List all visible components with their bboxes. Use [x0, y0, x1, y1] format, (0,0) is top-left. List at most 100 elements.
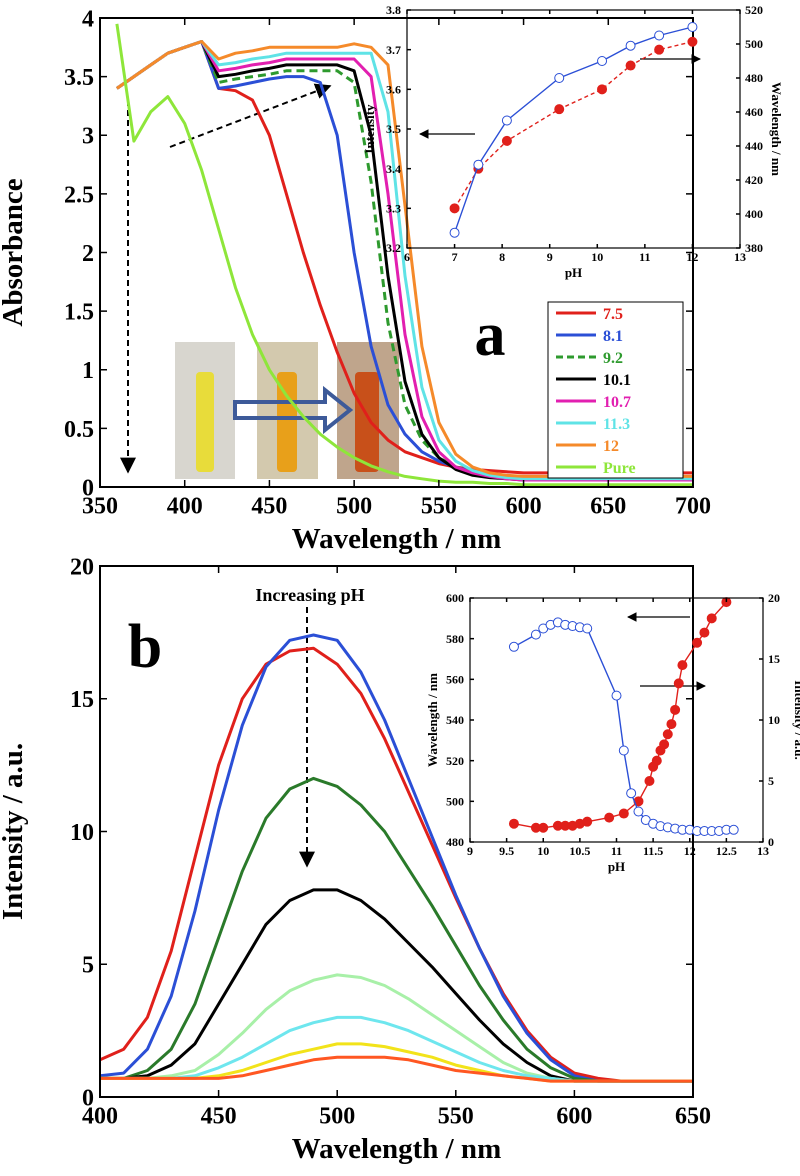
data-point [692, 637, 703, 648]
x-tick-label: 11 [611, 844, 622, 858]
x-tick-label: 11 [639, 250, 650, 264]
data-point [633, 806, 644, 817]
y-tick-label: 480 [446, 835, 464, 849]
data-point [626, 788, 637, 799]
legend-label: 11.3 [603, 416, 630, 433]
series-line [100, 646, 693, 1083]
data-point [728, 824, 739, 835]
x-tick-label: 13 [734, 250, 746, 264]
data-point [699, 627, 710, 638]
x-tick-label: 12 [686, 250, 698, 264]
y-tick-label: 1 [82, 358, 94, 384]
y2-tick-label: 15 [768, 652, 780, 666]
data-point [554, 104, 565, 115]
y-tick-label: 600 [446, 591, 464, 605]
data-point [501, 115, 512, 126]
y-tick-label: 0 [82, 1085, 94, 1111]
data-point [625, 40, 636, 51]
x-tick-label: 10.5 [569, 844, 590, 858]
x-tick-label: 400 [167, 493, 203, 519]
x-tick-label: 7 [452, 250, 458, 264]
data-point [449, 227, 460, 238]
vial-photos [175, 342, 399, 479]
x-tick-label: 700 [675, 493, 711, 519]
y2-tick-label: 520 [745, 3, 763, 17]
y-tick-label: 2 [82, 241, 94, 267]
x-tick-label: 9 [547, 250, 553, 264]
x-tick-label: 450 [251, 493, 287, 519]
legend-label: 7.5 [603, 306, 623, 323]
annotation: a [475, 301, 506, 369]
annotation: Increasing pH [255, 585, 364, 605]
y2-tick-label: 440 [745, 139, 763, 153]
y2-tick-label: 0 [768, 835, 774, 849]
data-point [687, 22, 698, 32]
y2-tick-label: 460 [745, 105, 763, 119]
y2-tick-label: 10 [768, 713, 780, 727]
legend-label: Pure [603, 460, 636, 477]
data-point [530, 629, 541, 640]
data-point [473, 159, 484, 170]
legend-label: 10.7 [603, 394, 631, 411]
x-tick-label: 500 [319, 1103, 355, 1129]
data-point [604, 812, 615, 823]
y-tick-label: 20 [70, 554, 94, 580]
y2-tick-label: 5 [768, 774, 774, 788]
data-point [618, 745, 629, 756]
data-point [582, 623, 593, 634]
data-point [670, 704, 681, 715]
y2-tick-label: 20 [768, 591, 780, 605]
y-tick-label: 0 [82, 475, 94, 501]
x-tick-label: 12 [684, 844, 696, 858]
y-tick-label: 4 [82, 6, 94, 32]
data-point [654, 30, 665, 41]
y-tick-label: 0.5 [64, 417, 94, 443]
data-point [501, 135, 512, 146]
y-axis-label: Intensity [362, 104, 377, 154]
data-point [644, 776, 655, 786]
data-point [611, 690, 622, 701]
legend-box [547, 301, 684, 479]
x-tick-label: 13 [757, 844, 769, 858]
data-point [582, 816, 593, 827]
x-tick-label: 8 [499, 250, 505, 264]
legend-label: 9.2 [603, 350, 623, 367]
series-line [100, 1055, 693, 1083]
y2-tick-label: 500 [745, 37, 763, 51]
x-tick-label: 350 [82, 493, 118, 519]
y-tick-label: 3.5 [386, 122, 401, 136]
y2-axis-label: Intensity / a.u. [792, 680, 800, 759]
y-tick-label: 3.3 [386, 202, 401, 216]
y-tick-label: 500 [446, 795, 464, 809]
series-line [115, 23, 693, 487]
y-tick-label: 2.5 [64, 182, 94, 208]
data-point [687, 36, 698, 47]
y-axis-label: Wavelength / nm [425, 673, 440, 767]
x-tick-label: 600 [506, 493, 542, 519]
series-line [453, 26, 693, 233]
y-tick-label: 580 [446, 632, 464, 646]
data-point [654, 44, 665, 55]
y2-tick-label: 400 [745, 207, 763, 221]
x-axis-label: pH [608, 859, 625, 874]
x-axis-label: pH [565, 265, 582, 280]
x-tick-label: 450 [201, 1103, 237, 1129]
y-tick-label: 520 [446, 754, 464, 768]
y-tick-label: 3 [82, 124, 94, 150]
x-tick-label: 600 [556, 1103, 592, 1129]
x-tick-label: 550 [438, 1103, 474, 1129]
data-point [618, 808, 629, 819]
y2-tick-label: 480 [745, 71, 763, 85]
x-tick-label: 10 [537, 844, 549, 858]
legend-label: 12 [603, 438, 619, 455]
data-point [597, 56, 608, 66]
y-axis-label: Absorbance [0, 178, 29, 326]
data-point [538, 822, 549, 833]
x-tick-label: 650 [590, 493, 626, 519]
x-tick-label: 6 [404, 250, 410, 264]
data-point [662, 729, 673, 740]
x-axis-label: Wavelength / nm [292, 523, 501, 555]
x-tick-label: 9 [467, 844, 473, 858]
data-point [508, 641, 519, 652]
